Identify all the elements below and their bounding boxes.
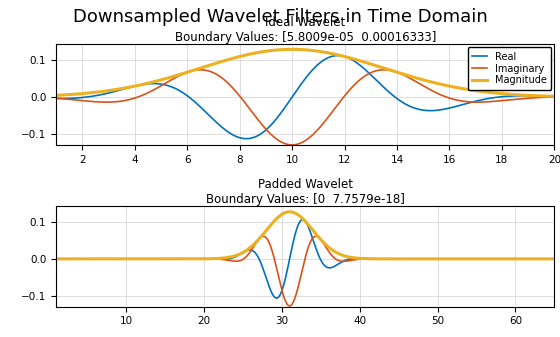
Imaginary bbox=[262, 235, 269, 239]
Real bbox=[511, 257, 518, 261]
Real bbox=[78, 96, 85, 100]
Magnitude bbox=[282, 48, 288, 52]
Magnitude bbox=[78, 92, 85, 96]
Imaginary bbox=[312, 234, 319, 238]
Magnitude bbox=[551, 94, 558, 98]
Real bbox=[290, 241, 296, 245]
Imaginary bbox=[446, 96, 452, 100]
Imaginary bbox=[295, 142, 302, 146]
Real bbox=[537, 94, 544, 98]
Line: Magnitude: Magnitude bbox=[56, 49, 554, 96]
Line: Magnitude: Magnitude bbox=[56, 212, 554, 259]
Magnitude bbox=[290, 210, 296, 214]
Legend: Real, Imaginary, Magnitude: Real, Imaginary, Magnitude bbox=[468, 47, 552, 90]
Imaginary bbox=[286, 304, 293, 308]
Real bbox=[53, 257, 59, 261]
Real bbox=[273, 296, 280, 300]
Imaginary bbox=[289, 143, 296, 147]
Real bbox=[266, 285, 273, 289]
Magnitude bbox=[53, 257, 59, 261]
Magnitude bbox=[266, 224, 273, 228]
Magnitude bbox=[551, 257, 558, 261]
Real bbox=[334, 54, 341, 58]
Imaginary bbox=[266, 241, 273, 245]
Magnitude bbox=[295, 48, 302, 52]
Real bbox=[295, 86, 302, 90]
Line: Imaginary: Imaginary bbox=[56, 70, 554, 145]
Real bbox=[551, 257, 558, 261]
Imaginary bbox=[415, 257, 422, 261]
Real bbox=[446, 106, 452, 110]
Imaginary bbox=[551, 95, 558, 99]
Magnitude bbox=[289, 47, 296, 51]
Magnitude bbox=[445, 84, 452, 88]
Imaginary bbox=[536, 257, 543, 261]
Imaginary bbox=[537, 95, 544, 99]
Line: Real: Real bbox=[56, 56, 554, 139]
Magnitude bbox=[537, 94, 544, 98]
Real bbox=[282, 105, 289, 109]
Title: Padded Wavelet
Boundary Values: [0  7.7579e-18]: Padded Wavelet Boundary Values: [0 7.757… bbox=[206, 178, 405, 206]
Magnitude bbox=[53, 93, 59, 97]
Line: Real: Real bbox=[56, 220, 554, 298]
Real bbox=[537, 94, 544, 98]
Title: Ideal Wavelet
Boundary Values: [5.8009e-05  0.00016333]: Ideal Wavelet Boundary Values: [5.8009e-… bbox=[175, 16, 436, 44]
Imaginary bbox=[78, 98, 85, 102]
Magnitude bbox=[536, 94, 543, 98]
Imaginary bbox=[282, 142, 288, 146]
Imaginary bbox=[551, 257, 558, 261]
Real bbox=[262, 274, 269, 278]
Real bbox=[243, 137, 250, 141]
Magnitude bbox=[511, 257, 518, 261]
Magnitude bbox=[262, 229, 269, 234]
Imaginary bbox=[380, 68, 387, 72]
Real bbox=[551, 94, 558, 98]
Magnitude bbox=[415, 257, 422, 261]
Line: Imaginary: Imaginary bbox=[56, 236, 554, 306]
Real bbox=[53, 96, 59, 100]
Imaginary bbox=[53, 257, 59, 261]
Real bbox=[536, 257, 543, 261]
Magnitude bbox=[286, 210, 293, 214]
Real bbox=[299, 218, 306, 222]
Magnitude bbox=[536, 257, 543, 261]
Imaginary bbox=[290, 301, 296, 305]
Imaginary bbox=[537, 95, 544, 99]
Real bbox=[415, 257, 422, 261]
Text: Downsampled Wavelet Filters in Time Domain: Downsampled Wavelet Filters in Time Doma… bbox=[73, 8, 487, 26]
Imaginary bbox=[511, 257, 518, 261]
Imaginary bbox=[53, 96, 59, 100]
